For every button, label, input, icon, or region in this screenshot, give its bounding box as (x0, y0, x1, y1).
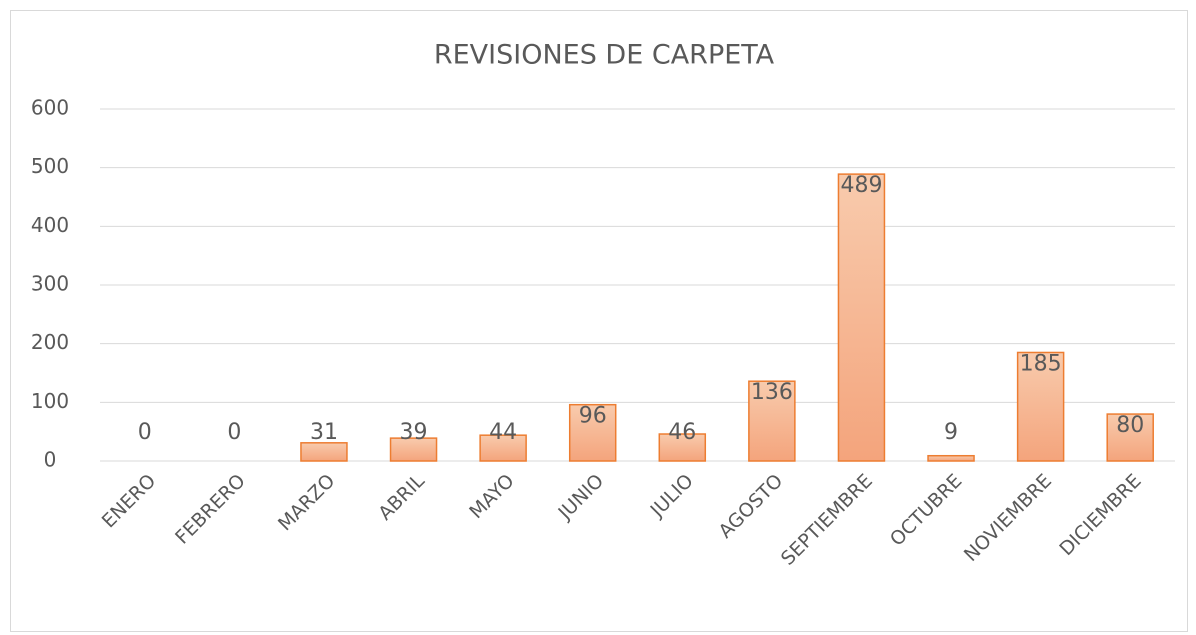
y-tick-label: 200 (31, 330, 69, 354)
bar (927, 454, 975, 462)
bar (658, 433, 707, 462)
bar (568, 403, 617, 462)
data-label: 31 (310, 420, 338, 445)
bar (300, 442, 348, 462)
y-tick-label: 500 (31, 154, 69, 178)
data-label: 39 (400, 420, 428, 445)
bar (837, 173, 886, 462)
bar (389, 437, 438, 462)
bar (479, 434, 527, 462)
chart-title: REVISIONES DE CARPETA (434, 40, 775, 71)
bar (1106, 413, 1154, 462)
bar (748, 380, 796, 462)
data-label: 80 (1116, 413, 1144, 438)
data-label: 0 (138, 420, 152, 445)
y-tick-label: 100 (31, 389, 69, 413)
data-label: 46 (668, 420, 696, 445)
y-tick-label: 0 (44, 448, 57, 472)
y-tick-label: 400 (31, 213, 69, 237)
bar (1016, 351, 1065, 462)
y-tick-label: 300 (31, 272, 69, 296)
data-label: 44 (489, 420, 517, 445)
data-label: 0 (227, 420, 241, 445)
data-label: 489 (840, 173, 882, 198)
data-label: 9 (944, 420, 958, 445)
y-tick-label: 600 (31, 96, 69, 120)
chart-border (10, 10, 1188, 632)
data-label: 136 (751, 380, 793, 405)
data-label: 185 (1020, 351, 1062, 376)
data-label: 96 (579, 404, 607, 429)
